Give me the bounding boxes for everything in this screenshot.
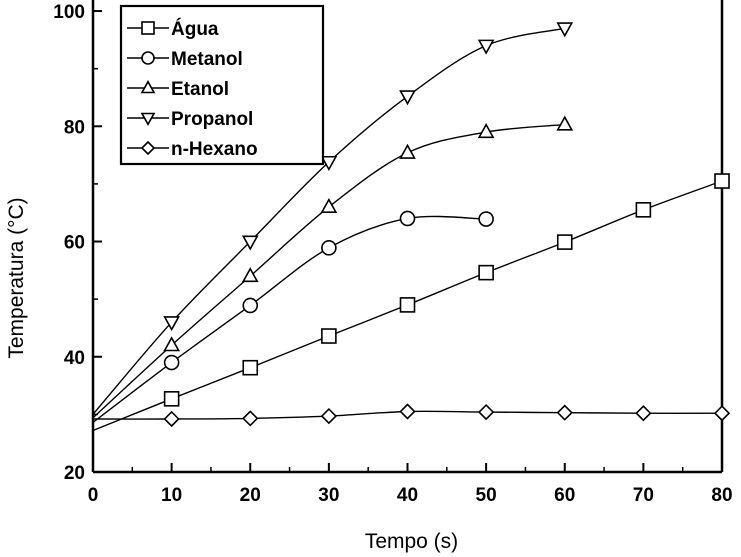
legend-label: Propanol — [171, 109, 253, 130]
plot-area — [92, 22, 731, 432]
x-tick-label: 20 — [240, 485, 261, 506]
data-point — [477, 123, 495, 139]
legend-marker — [141, 21, 155, 35]
x-tick-label: 70 — [633, 485, 654, 506]
x-tick-label: 60 — [554, 485, 575, 506]
data-point — [556, 115, 574, 131]
data-point — [163, 316, 180, 332]
legend-item: Água — [127, 18, 219, 40]
legend-label: Metanol — [171, 49, 243, 70]
data-point — [163, 391, 180, 407]
y-tick-label: 60 — [64, 233, 85, 254]
data-point — [320, 155, 338, 172]
y-tick-label: 80 — [64, 117, 85, 138]
data-point — [321, 240, 337, 256]
x-tick-label: 50 — [476, 485, 497, 506]
data-point — [399, 210, 416, 227]
series-propanol — [92, 22, 574, 415]
series-metanol — [92, 210, 494, 424]
legend-marker — [141, 51, 155, 65]
legend-item: Propanol — [127, 109, 253, 130]
legend-label: Etanol — [171, 79, 229, 100]
data-point — [241, 267, 259, 283]
data-point — [556, 404, 573, 421]
x-tick-label: 40 — [397, 485, 418, 506]
y-axis-title: Temperatura (°C) — [5, 197, 28, 358]
legend: Água Metanol Etanol Propanol n-Hexano — [119, 4, 325, 166]
legend-marker — [140, 140, 156, 156]
x-tick-label: 10 — [161, 485, 182, 506]
legend-marker — [140, 80, 156, 94]
data-point — [242, 359, 259, 376]
axes: 0 10 20 30 40 50 60 70 80 20 40 60 80 100 — [53, 0, 733, 506]
data-point — [399, 297, 416, 313]
x-axis-title: Tempo (s) — [365, 530, 458, 553]
data-point — [321, 328, 337, 344]
legend-item: n-Hexano — [127, 139, 258, 160]
y-tick-label: 20 — [64, 463, 85, 484]
x-tick-label: 0 — [88, 485, 99, 506]
data-point — [399, 403, 416, 420]
data-point — [399, 143, 416, 159]
data-point — [242, 410, 259, 427]
y-tick-label: 40 — [64, 348, 85, 369]
data-point — [320, 197, 338, 214]
series-n-hexano — [92, 403, 731, 428]
series-line — [92, 215, 487, 424]
data-point — [713, 405, 731, 422]
data-point — [635, 202, 652, 218]
y-tick-label: 100 — [53, 2, 85, 23]
data-point — [556, 234, 573, 250]
data-point — [478, 264, 494, 281]
data-point — [478, 211, 494, 227]
data-point — [241, 235, 259, 251]
data-point — [242, 297, 259, 314]
x-tick-label: 30 — [318, 485, 339, 506]
data-point — [556, 22, 574, 38]
data-point — [163, 410, 180, 428]
data-point — [635, 405, 652, 422]
x-tick-label: 80 — [711, 485, 732, 506]
legend-label: Água — [171, 18, 219, 40]
legend-marker — [140, 112, 156, 126]
data-point — [477, 403, 495, 421]
legend-label: n-Hexano — [171, 139, 258, 160]
data-point — [163, 354, 180, 371]
legend-item: Metanol — [127, 49, 243, 70]
data-point — [477, 39, 495, 55]
series--gua — [92, 173, 730, 432]
series-etanol — [92, 115, 574, 419]
legend-item: Etanol — [127, 79, 229, 100]
data-point — [163, 336, 180, 352]
data-point — [399, 90, 416, 106]
data-point — [714, 173, 730, 189]
data-point — [320, 407, 338, 425]
